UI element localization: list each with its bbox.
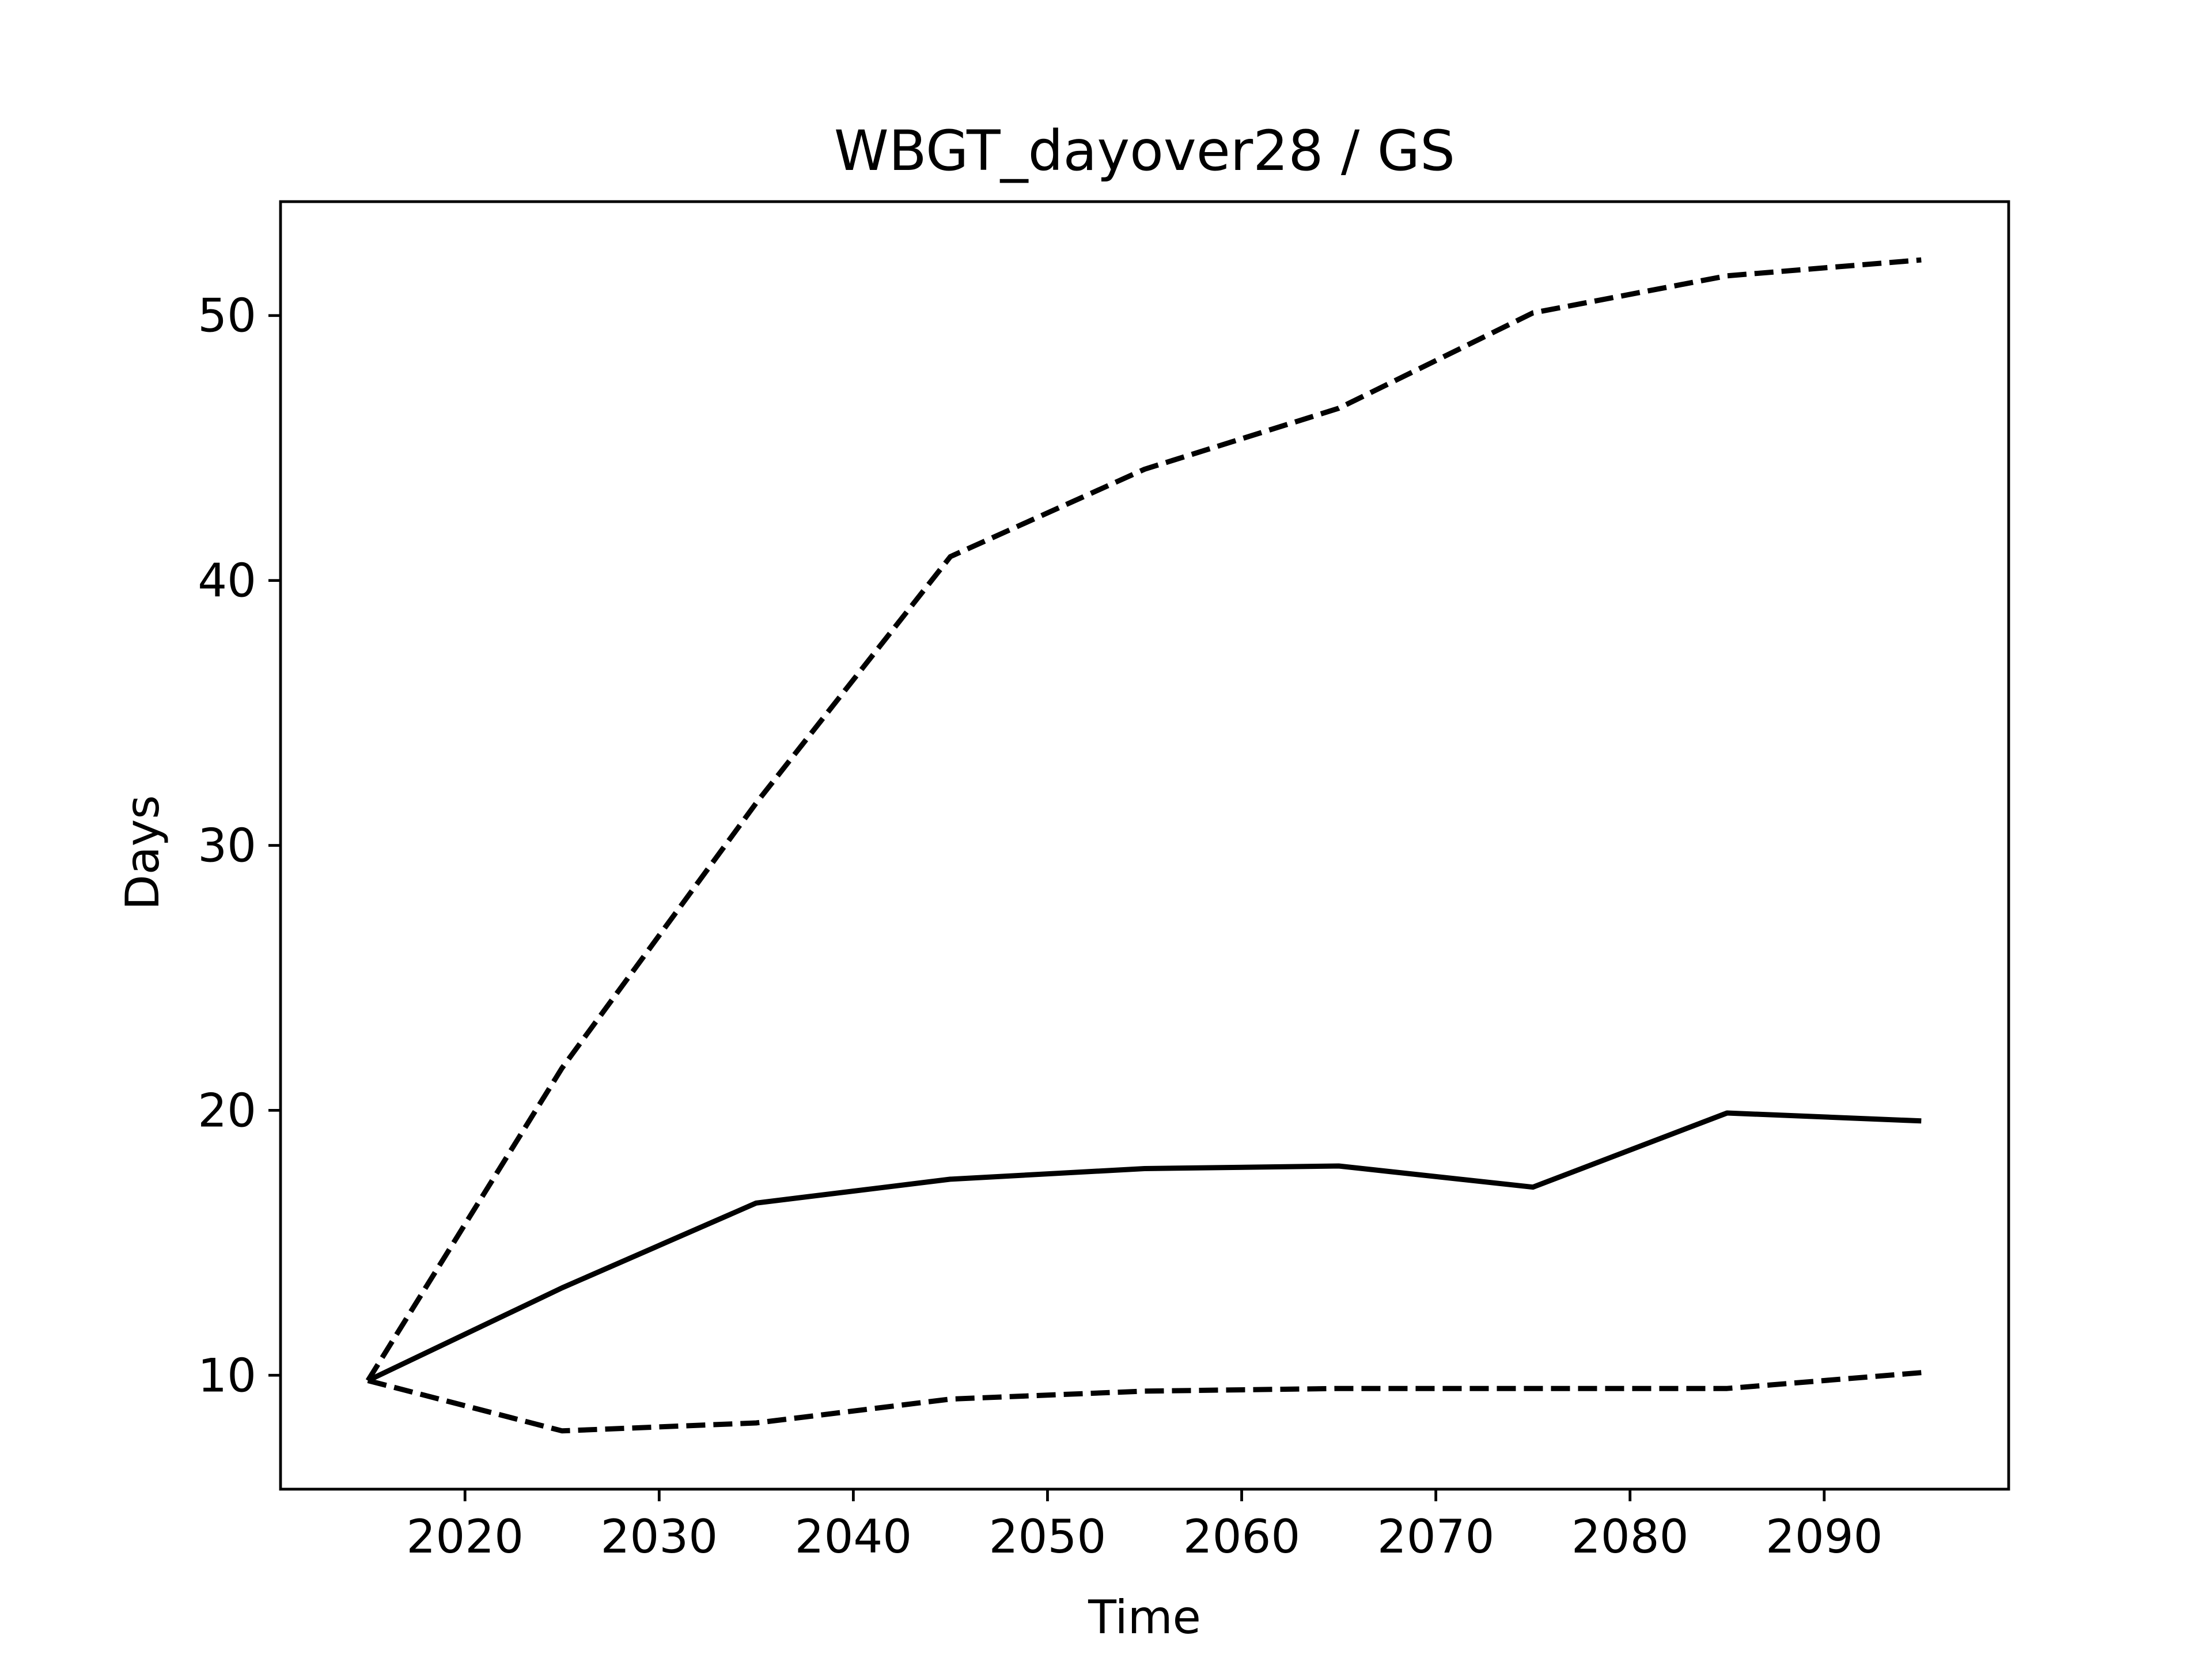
y-tick-label: 50 [198,289,256,343]
x-axis-label: Time [1088,1591,1201,1644]
x-tick-label: 2060 [1183,1510,1301,1563]
x-tick-label: 2070 [1377,1510,1495,1563]
x-tick-label: 2020 [406,1510,524,1563]
series-line-1 [366,1110,1922,1383]
series-line-3 [367,1370,1922,1434]
series-layer [365,257,1922,1434]
series-line-2 [365,257,1922,1382]
chart-title: WBGT_dayover28 / GS [834,119,1455,183]
y-tick-label: 10 [198,1349,256,1402]
y-tick-label: 30 [198,819,256,873]
x-tick-label: 2080 [1571,1510,1689,1563]
plot-frame [279,200,2010,1491]
y-axis-label: Days [116,795,169,910]
axis-ticks: 2020 2030 2040 2050 2060 2070 2080 209010203040… [198,289,1883,1563]
x-tick-label: 2090 [1766,1510,1883,1563]
y-tick-label: 20 [198,1084,256,1137]
x-tick-label: 2030 [601,1510,718,1563]
x-tick-label: 2050 [989,1510,1107,1563]
x-tick-label: 2040 [795,1510,912,1563]
y-tick-label: 40 [198,554,256,608]
